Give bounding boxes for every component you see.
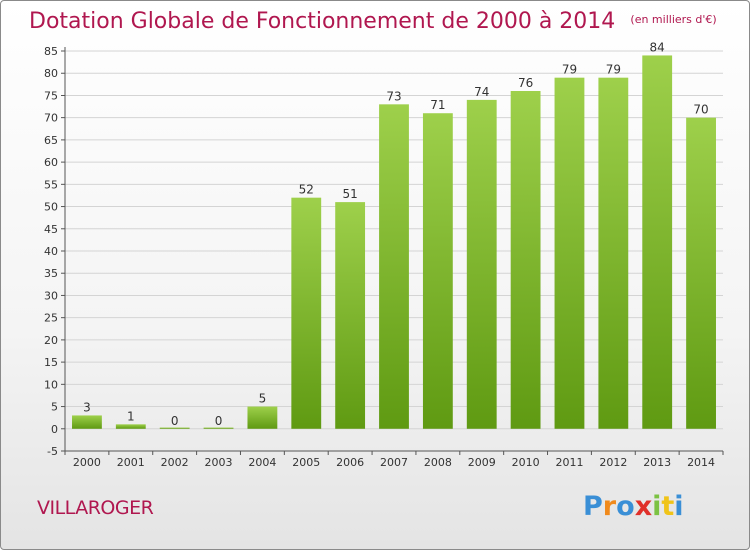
x-tick-label: 2014 [687,456,715,469]
data-label: 5 [259,392,267,406]
y-tick-label: 35 [44,267,58,280]
x-tick-label: 2001 [117,456,145,469]
x-tick-label: 2013 [643,456,671,469]
x-tick-label: 2003 [205,456,233,469]
bar [554,77,585,429]
commune-name: VILLAROGER [37,497,154,519]
y-tick-label: 45 [44,223,58,236]
bar [510,91,541,429]
y-tick-label: 75 [44,89,58,102]
data-label: 70 [693,103,708,117]
y-tick-label: 10 [44,378,58,391]
bar [159,427,190,429]
data-label: 1 [127,409,135,423]
y-tick-label: 85 [44,45,58,58]
x-tick-label: 2008 [424,456,452,469]
data-label: 0 [215,414,223,428]
bar-chart: -505101520253035404550556065707580853200… [44,40,724,469]
y-tick-label: 70 [44,112,58,125]
y-tick-label: 55 [44,178,58,191]
bar [72,415,102,429]
y-tick-label: 0 [51,423,58,436]
x-tick-label: 2004 [248,456,276,469]
data-label: 71 [430,98,445,112]
data-label: 51 [342,187,357,201]
data-label: 79 [606,63,621,77]
bar [422,113,453,429]
y-tick-label: 60 [44,156,58,169]
bar [598,77,629,429]
bar [686,117,716,429]
x-tick-label: 2002 [161,456,189,469]
y-tick-label: 20 [44,334,58,347]
y-tick-label: 15 [44,356,58,369]
data-label: 74 [474,85,489,99]
y-tick-label: 30 [44,289,58,302]
y-tick-label: -5 [47,445,58,458]
unit-note: (en milliers d'€) [630,13,717,26]
data-label: 0 [171,414,179,428]
bar [335,202,366,429]
data-label: 79 [562,63,577,77]
x-tick-label: 2012 [599,456,627,469]
data-label: 52 [299,183,314,197]
y-tick-label: 5 [51,401,58,414]
data-label: 76 [518,76,533,90]
y-tick-label: 25 [44,312,58,325]
x-tick-label: 2010 [512,456,540,469]
bar [642,55,673,429]
data-label: 73 [386,89,401,103]
y-tick-label: 50 [44,201,58,214]
chart-title-row: Dotation Globale de Fonctionnement de 20… [29,9,717,34]
x-tick-label: 2007 [380,456,408,469]
data-label: 3 [83,400,91,414]
bar [291,197,322,429]
bar [466,99,497,429]
y-tick-label: 40 [44,245,58,258]
y-tick-label: 65 [44,134,58,147]
bar [115,424,146,429]
bar [379,104,409,429]
svg-text:Proxiti: Proxiti [583,491,684,522]
x-tick-label: 2005 [292,456,320,469]
proxiti-logo: Proxiti [583,491,684,522]
x-tick-label: 2006 [336,456,364,469]
chart-title: Dotation Globale de Fonctionnement de 20… [29,9,616,34]
x-tick-label: 2000 [73,456,101,469]
bar [203,427,234,429]
bar [247,406,278,429]
x-tick-label: 2009 [468,456,496,469]
data-label: 84 [650,40,665,54]
y-tick-label: 80 [44,67,58,80]
x-tick-label: 2011 [555,456,583,469]
